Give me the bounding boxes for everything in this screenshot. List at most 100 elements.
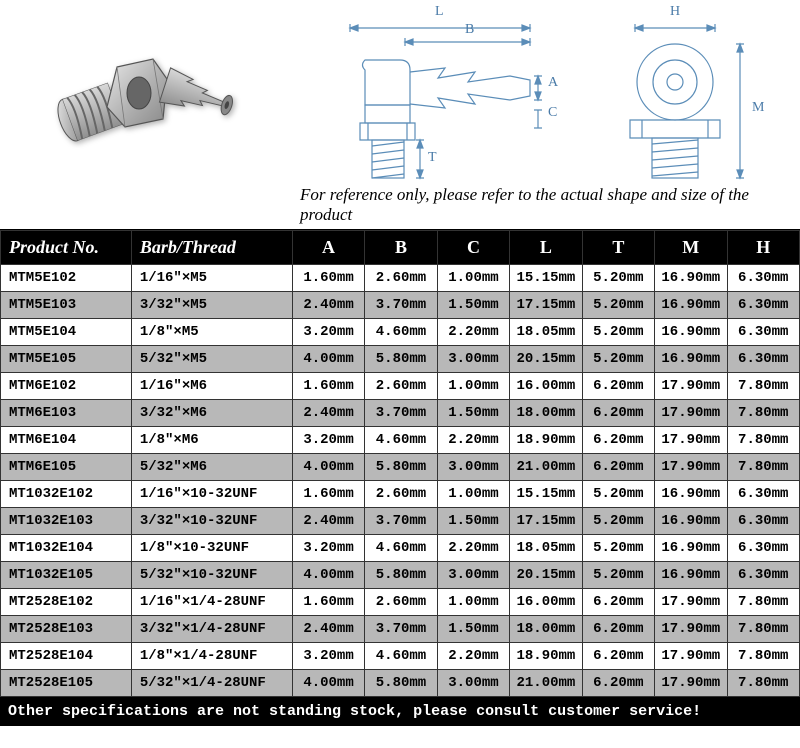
table-cell: 6.30mm bbox=[727, 562, 799, 589]
col-header: C bbox=[437, 231, 509, 265]
table-cell: 20.15mm bbox=[510, 346, 582, 373]
isometric-view bbox=[0, 0, 300, 229]
table-cell: MT2528E103 bbox=[1, 616, 132, 643]
table-cell: MTM6E105 bbox=[1, 454, 132, 481]
table-cell: 16.90mm bbox=[655, 292, 727, 319]
table-cell: 18.90mm bbox=[510, 643, 582, 670]
table-row: MT2528E1055/32"×1/4-28UNF4.00mm5.80mm3.0… bbox=[1, 670, 800, 697]
table-row: MTM6E1041/8"×M63.20mm4.60mm2.20mm18.90mm… bbox=[1, 427, 800, 454]
table-cell: 6.30mm bbox=[727, 319, 799, 346]
table-cell: 6.20mm bbox=[582, 589, 654, 616]
table-cell: 5.20mm bbox=[582, 562, 654, 589]
table-row: MT1032E1055/32"×10-32UNF4.00mm5.80mm3.00… bbox=[1, 562, 800, 589]
table-cell: 3.70mm bbox=[365, 400, 437, 427]
table-row: MTM6E1021/16"×M61.60mm2.60mm1.00mm16.00m… bbox=[1, 373, 800, 400]
dim-H: H bbox=[670, 4, 680, 20]
table-row: MTM6E1033/32"×M62.40mm3.70mm1.50mm18.00m… bbox=[1, 400, 800, 427]
table-cell: 5.20mm bbox=[582, 292, 654, 319]
table-cell: 4.60mm bbox=[365, 643, 437, 670]
table-cell: MT2528E105 bbox=[1, 670, 132, 697]
table-cell: 5.80mm bbox=[365, 454, 437, 481]
table-cell: 6.30mm bbox=[727, 265, 799, 292]
table-cell: MTM6E103 bbox=[1, 400, 132, 427]
table-cell: 1.00mm bbox=[437, 481, 509, 508]
table-cell: MTM5E103 bbox=[1, 292, 132, 319]
col-header: A bbox=[292, 231, 364, 265]
side-schematic bbox=[310, 10, 570, 200]
table-cell: 6.30mm bbox=[727, 508, 799, 535]
table-cell: 2.60mm bbox=[365, 481, 437, 508]
table-row: MT2528E1041/8"×1/4-28UNF3.20mm4.60mm2.20… bbox=[1, 643, 800, 670]
table-cell: 1/16"×10-32UNF bbox=[131, 481, 292, 508]
table-cell: 2.60mm bbox=[365, 589, 437, 616]
diagram-area: L B A C T H bbox=[0, 0, 800, 230]
table-cell: 2.20mm bbox=[437, 319, 509, 346]
table-cell: 16.90mm bbox=[655, 562, 727, 589]
table-cell: 6.20mm bbox=[582, 454, 654, 481]
table-cell: 6.20mm bbox=[582, 643, 654, 670]
table-cell: 5.20mm bbox=[582, 265, 654, 292]
dim-L: L bbox=[435, 4, 444, 20]
table-row: MTM5E1041/8"×M53.20mm4.60mm2.20mm18.05mm… bbox=[1, 319, 800, 346]
table-cell: 1.50mm bbox=[437, 292, 509, 319]
table-cell: 1.60mm bbox=[292, 373, 364, 400]
table-cell: 6.30mm bbox=[727, 292, 799, 319]
table-cell: 4.00mm bbox=[292, 670, 364, 697]
table-cell: 3.20mm bbox=[292, 643, 364, 670]
col-header: Barb/Thread bbox=[131, 231, 292, 265]
table-cell: 17.15mm bbox=[510, 292, 582, 319]
table-cell: 7.80mm bbox=[727, 400, 799, 427]
table-cell: MTM5E102 bbox=[1, 265, 132, 292]
table-cell: 1/16"×M6 bbox=[131, 373, 292, 400]
table-cell: 18.90mm bbox=[510, 427, 582, 454]
table-cell: 1/8"×10-32UNF bbox=[131, 535, 292, 562]
table-cell: 1.00mm bbox=[437, 265, 509, 292]
table-cell: 5.80mm bbox=[365, 346, 437, 373]
table-cell: 2.40mm bbox=[292, 400, 364, 427]
table-cell: 2.40mm bbox=[292, 508, 364, 535]
dim-T: T bbox=[428, 150, 437, 166]
table-cell: 18.05mm bbox=[510, 319, 582, 346]
table-cell: 3.00mm bbox=[437, 562, 509, 589]
table-cell: 3.70mm bbox=[365, 616, 437, 643]
table-cell: 1/8"×M5 bbox=[131, 319, 292, 346]
table-cell: 3/32"×10-32UNF bbox=[131, 508, 292, 535]
reference-note: For reference only, please refer to the … bbox=[300, 185, 790, 225]
table-cell: 4.60mm bbox=[365, 319, 437, 346]
table-cell: 3/32"×M6 bbox=[131, 400, 292, 427]
table-cell: 15.15mm bbox=[510, 265, 582, 292]
table-cell: 3.00mm bbox=[437, 454, 509, 481]
table-cell: MTM5E105 bbox=[1, 346, 132, 373]
dim-A: A bbox=[548, 75, 558, 91]
table-cell: 17.90mm bbox=[655, 373, 727, 400]
table-cell: 5.80mm bbox=[365, 670, 437, 697]
table-cell: 1.60mm bbox=[292, 265, 364, 292]
table-cell: MT1032E103 bbox=[1, 508, 132, 535]
table-cell: 3.70mm bbox=[365, 508, 437, 535]
table-cell: 2.20mm bbox=[437, 427, 509, 454]
dim-M: M bbox=[752, 100, 764, 116]
table-cell: 6.20mm bbox=[582, 400, 654, 427]
table-cell: 6.20mm bbox=[582, 616, 654, 643]
table-cell: 17.90mm bbox=[655, 670, 727, 697]
table-cell: 1.50mm bbox=[437, 616, 509, 643]
table-cell: 17.90mm bbox=[655, 454, 727, 481]
table-cell: 3.00mm bbox=[437, 346, 509, 373]
table-cell: 1/16"×M5 bbox=[131, 265, 292, 292]
table-cell: 5.20mm bbox=[582, 346, 654, 373]
table-cell: 17.90mm bbox=[655, 427, 727, 454]
table-cell: 16.90mm bbox=[655, 265, 727, 292]
table-cell: 5/32"×M6 bbox=[131, 454, 292, 481]
table-cell: 7.80mm bbox=[727, 373, 799, 400]
table-cell: 4.60mm bbox=[365, 535, 437, 562]
table-cell: 2.40mm bbox=[292, 616, 364, 643]
table-cell: 6.30mm bbox=[727, 535, 799, 562]
col-header: Product No. bbox=[1, 231, 132, 265]
table-cell: 5/32"×M5 bbox=[131, 346, 292, 373]
table-cell: 4.00mm bbox=[292, 562, 364, 589]
col-header: B bbox=[365, 231, 437, 265]
table-cell: 5/32"×10-32UNF bbox=[131, 562, 292, 589]
table-cell: 17.90mm bbox=[655, 616, 727, 643]
table-cell: 6.30mm bbox=[727, 481, 799, 508]
table-cell: 7.80mm bbox=[727, 616, 799, 643]
